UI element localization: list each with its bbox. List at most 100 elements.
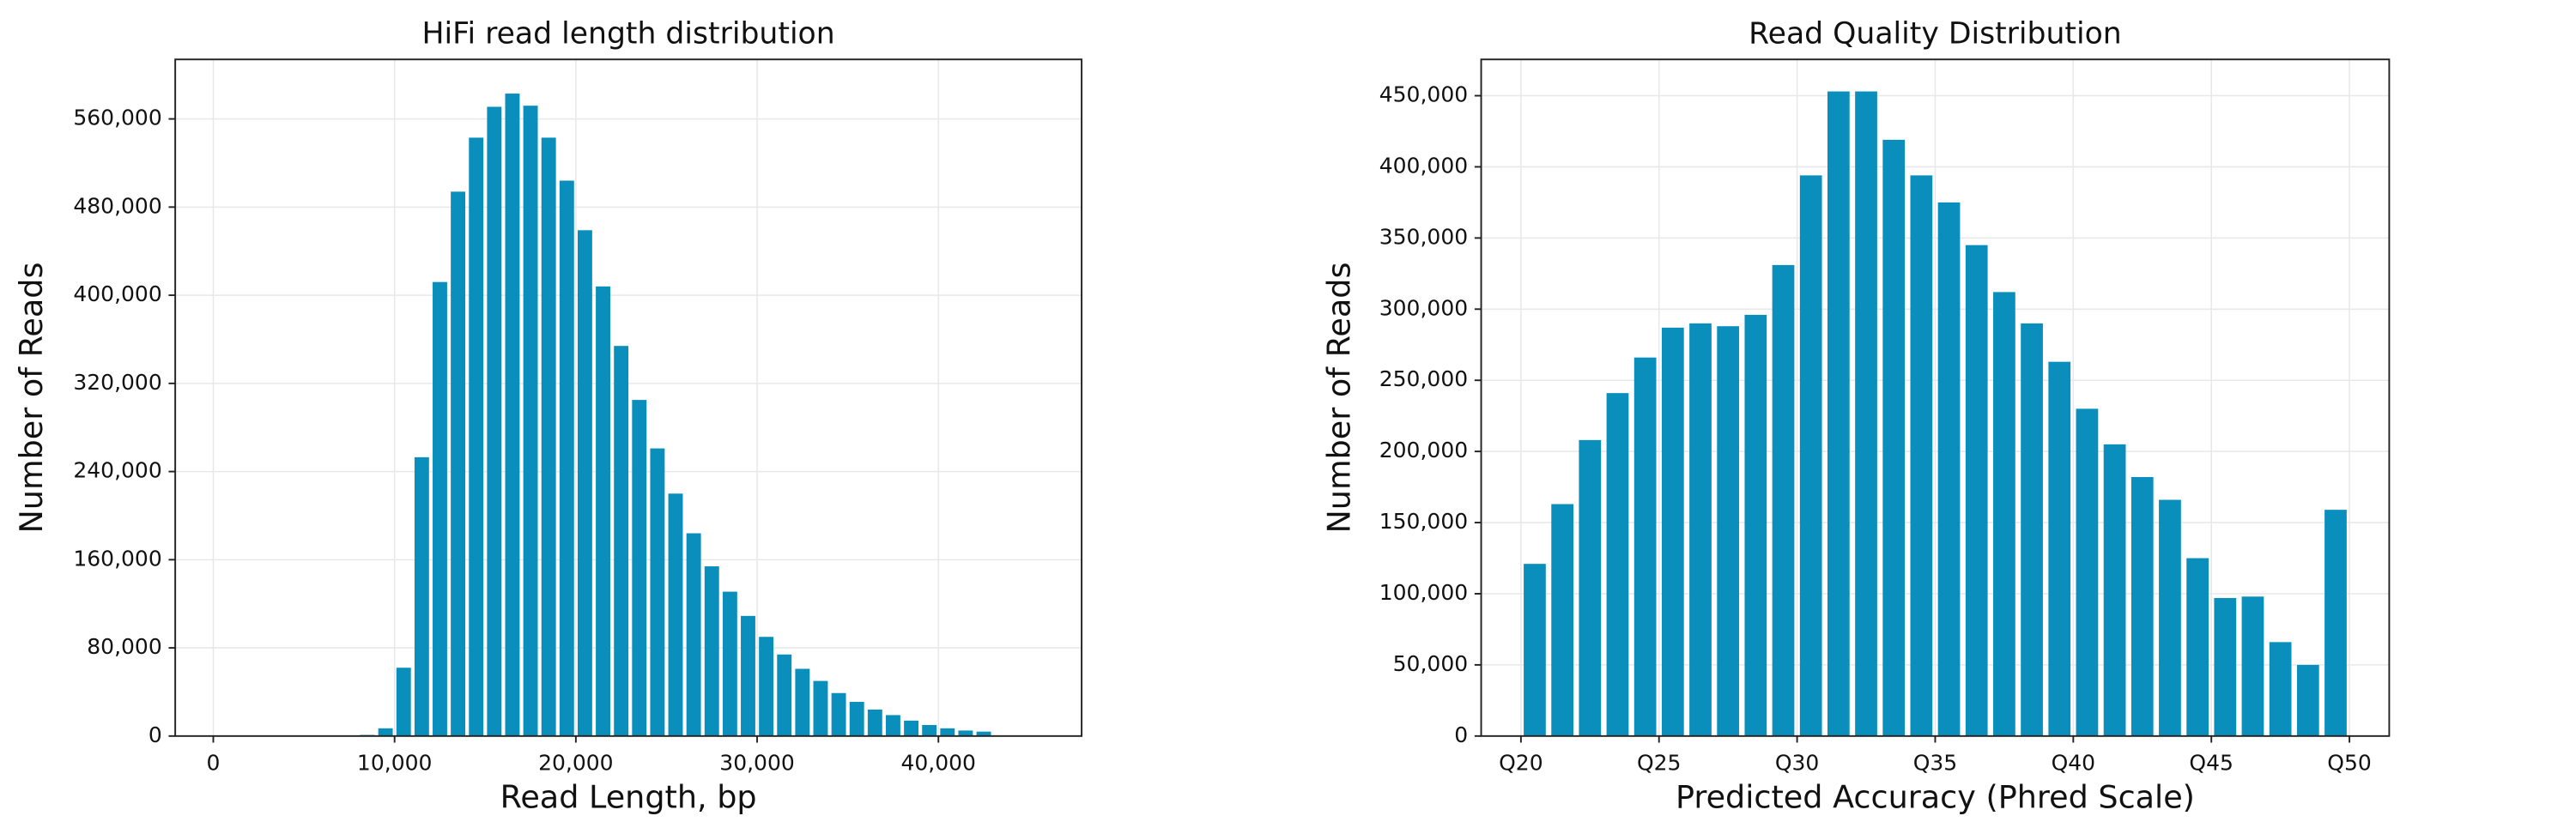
x-tick-label: 10,000 — [357, 751, 432, 776]
bar — [1799, 175, 1822, 736]
y-axis-label: Number of Reads — [13, 263, 50, 534]
chart-title: HiFi read length distribution — [422, 16, 835, 51]
x-axis-label: Read Length, bp — [500, 778, 757, 815]
y-tick-label: 320,000 — [73, 370, 161, 395]
bar — [813, 680, 828, 736]
bar — [2159, 499, 2181, 736]
bar — [378, 728, 393, 736]
bar — [1855, 91, 1877, 736]
x-axis-label: Predicted Accuracy (Phred Scale) — [1676, 778, 2195, 815]
bar — [686, 533, 701, 736]
bar — [976, 731, 991, 736]
bar — [867, 710, 882, 736]
plot-frame — [1480, 58, 2391, 737]
bar — [2103, 444, 2126, 736]
x-tick-label: Q25 — [1637, 751, 1682, 776]
bar — [722, 591, 737, 736]
bar — [1937, 202, 1961, 736]
bar — [668, 493, 683, 736]
bar — [1689, 323, 1712, 736]
bar — [2076, 408, 2099, 736]
y-tick-label: 200,000 — [1379, 438, 1468, 462]
bar — [795, 668, 810, 736]
bar — [1882, 139, 1906, 736]
y-tick-label: 300,000 — [1379, 295, 1468, 320]
bar — [541, 137, 556, 736]
bar — [704, 566, 719, 736]
y-tick-label: 240,000 — [73, 458, 161, 483]
x-tick-label: 20,000 — [538, 751, 613, 776]
bar — [831, 692, 846, 736]
bar — [1772, 264, 1795, 736]
bar — [1606, 393, 1629, 736]
y-axis-label: Number of Reads — [1321, 263, 1358, 534]
bar — [741, 615, 755, 736]
bar — [596, 286, 610, 736]
bar — [1993, 292, 2015, 736]
bar — [958, 730, 973, 736]
bar — [2324, 510, 2347, 736]
bar — [1965, 245, 1988, 736]
bar — [469, 137, 484, 736]
bar — [2214, 597, 2237, 736]
y-tick-label: 100,000 — [1379, 580, 1468, 605]
bar — [777, 654, 792, 736]
x-tick-label: Q20 — [1499, 751, 1543, 776]
y-tick-label: 50,000 — [1393, 651, 1468, 676]
bar — [2296, 664, 2319, 736]
bar — [849, 702, 864, 736]
bar — [1579, 439, 1602, 736]
bar — [650, 448, 665, 736]
y-tick-label: 350,000 — [1379, 224, 1468, 249]
bar — [577, 230, 592, 736]
y-tick-label: 150,000 — [1379, 509, 1468, 534]
bar — [433, 281, 447, 736]
bar — [2131, 476, 2154, 736]
y-tick-label: 560,000 — [73, 106, 161, 130]
bar — [1524, 564, 1546, 736]
y-tick-label: 400,000 — [1379, 153, 1468, 178]
bar — [2186, 558, 2209, 736]
x-tick-label: Q45 — [2189, 751, 2234, 776]
plot-frame — [174, 58, 1083, 737]
bar — [2241, 596, 2264, 736]
bar — [1744, 314, 1767, 736]
bar — [1910, 175, 1933, 736]
y-tick-label: 0 — [148, 722, 162, 747]
bar — [614, 346, 629, 736]
bar — [922, 724, 937, 736]
bar — [505, 94, 520, 736]
bar — [885, 715, 900, 736]
bar — [451, 191, 466, 736]
x-tick-label: 0 — [207, 751, 221, 776]
bar — [1827, 91, 1850, 736]
x-tick-label: Q35 — [1913, 751, 1958, 776]
x-tick-label: Q50 — [2327, 751, 2371, 776]
bar — [559, 180, 574, 736]
bar — [1551, 504, 1573, 736]
y-tick-label: 160,000 — [73, 546, 161, 571]
bar — [940, 728, 955, 736]
x-tick-label: 30,000 — [719, 751, 794, 776]
y-tick-label: 250,000 — [1379, 366, 1468, 391]
bar — [1717, 326, 1740, 736]
x-tick-label: Q30 — [1775, 751, 1820, 776]
y-tick-label: 480,000 — [73, 193, 161, 218]
y-tick-label: 400,000 — [73, 281, 161, 306]
bar — [523, 106, 538, 736]
x-tick-label: 40,000 — [900, 751, 975, 776]
bar — [396, 668, 411, 736]
bar — [632, 400, 647, 736]
bar — [2269, 642, 2292, 736]
chart-title: Read Quality Distribution — [1749, 16, 2122, 51]
bar — [414, 456, 429, 736]
y-tick-label: 450,000 — [1379, 82, 1468, 107]
y-tick-label: 0 — [1454, 722, 1468, 747]
bar — [1633, 357, 1657, 736]
bar — [487, 106, 502, 736]
bar — [1661, 327, 1684, 736]
bar — [2048, 361, 2071, 736]
bar — [759, 637, 774, 736]
